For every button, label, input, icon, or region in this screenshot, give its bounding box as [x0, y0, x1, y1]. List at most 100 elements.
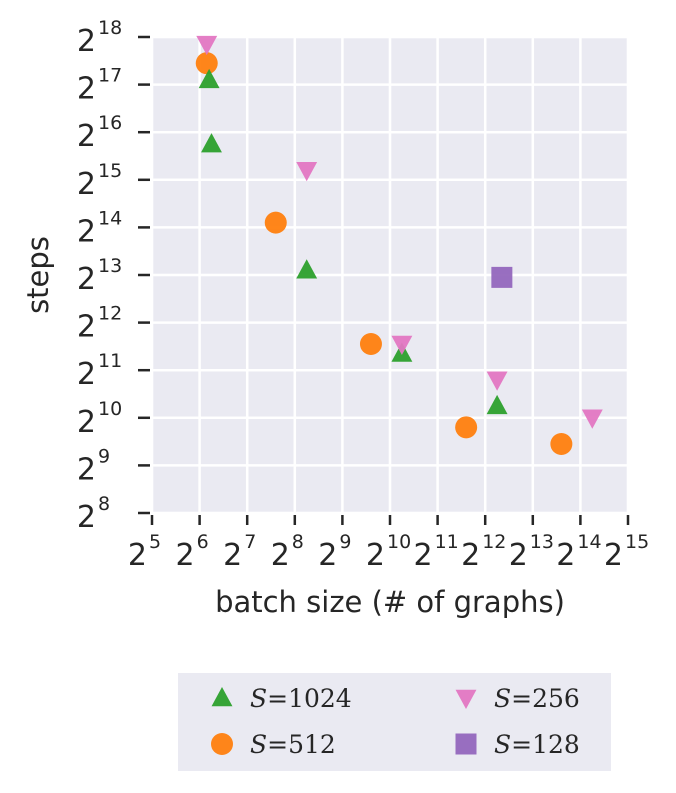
y-tick-base: 2 — [77, 452, 96, 487]
x-tick-base: 2 — [366, 538, 385, 573]
legend-box — [178, 673, 611, 771]
y-tick-base: 2 — [77, 167, 96, 202]
y-tick-exponent: 15 — [98, 160, 122, 182]
legend-label: S=1024 — [250, 684, 352, 713]
x-tick-exponent: 15 — [625, 531, 649, 553]
legend-marker-triangle-down — [455, 689, 477, 709]
y-tick-exponent: 9 — [98, 445, 110, 467]
y-tick-base: 2 — [77, 214, 96, 249]
data-point-triangle-down — [581, 409, 603, 429]
x-tick-base: 2 — [461, 538, 480, 573]
axis-ticks — [138, 35, 630, 525]
data-point-triangle-up — [201, 133, 222, 153]
y-tick-exponent: 11 — [98, 350, 122, 372]
legend-item: S=256 — [455, 684, 580, 713]
x-tick-exponent: 5 — [149, 531, 161, 553]
y-tick-base: 2 — [77, 119, 96, 154]
data-point-triangle-down — [196, 35, 218, 56]
data-point-triangle-down — [486, 371, 508, 391]
x-tick-base: 2 — [556, 538, 575, 573]
legend-marker-circle — [211, 733, 233, 755]
y-tick-label: 2 16 — [77, 112, 122, 154]
x-tick-label: 2 15 — [604, 531, 649, 573]
x-tick-base: 2 — [414, 538, 433, 573]
x-tick-exponent: 6 — [197, 531, 209, 553]
x-tick-exponent: 8 — [292, 531, 304, 553]
legend-label: S=256 — [494, 684, 580, 713]
y-tick-label: 2 11 — [77, 350, 122, 392]
data-point-circle — [359, 333, 382, 356]
y-tick-label: 2 18 — [77, 17, 122, 59]
y-tick-exponent: 12 — [98, 303, 122, 325]
x-tick-labels: 2 5 2 6 2 7 2 8 2 9 2 10 2 11 2 12 2 13 2 14 2 15 — [128, 531, 649, 573]
x-tick-exponent: 9 — [339, 531, 351, 553]
x-tick-label: 2 13 — [509, 531, 554, 573]
x-tick-exponent: 13 — [530, 531, 554, 553]
legend-label: S=128 — [494, 730, 580, 759]
y-tick-base: 2 — [77, 24, 96, 59]
x-tick-base: 2 — [509, 538, 528, 573]
x-tick-base: 2 — [604, 538, 623, 573]
x-tick-exponent: 7 — [244, 531, 256, 553]
x-tick-label: 2 14 — [556, 531, 601, 573]
y-tick-exponent: 18 — [98, 17, 122, 39]
legend-item: S=128 — [455, 730, 580, 759]
y-tick-exponent: 14 — [98, 207, 122, 229]
y-tick-base: 2 — [77, 357, 96, 392]
y-tick-exponent: 16 — [98, 112, 122, 134]
x-tick-base: 2 — [128, 538, 147, 573]
x-axis-title: batch size (# of graphs) — [215, 585, 565, 619]
x-tick-base: 2 — [318, 538, 337, 573]
x-tick-base: 2 — [176, 538, 195, 573]
y-tick-label: 2 10 — [77, 398, 122, 440]
x-tick-base: 2 — [223, 538, 242, 573]
y-tick-exponent: 10 — [98, 398, 122, 420]
x-tick-label: 2 11 — [414, 531, 459, 573]
data-point-triangle-up — [486, 394, 508, 415]
x-tick-base: 2 — [271, 538, 290, 573]
x-tick-exponent: 14 — [577, 531, 601, 553]
y-tick-exponent: 17 — [98, 65, 122, 87]
data-point-square — [491, 266, 513, 288]
legend-marker-square — [455, 733, 477, 755]
y-tick-label: 2 17 — [77, 65, 122, 107]
y-tick-base: 2 — [77, 500, 96, 535]
y-tick-label: 2 13 — [77, 255, 122, 297]
y-tick-exponent: 13 — [98, 255, 122, 277]
data-point-circle — [455, 416, 478, 439]
y-tick-label: 2 14 — [77, 207, 122, 249]
legend: S=1024 S=512 S=256 S=128 — [178, 673, 611, 771]
data-point-circle — [264, 211, 287, 234]
legend-item: S=512 — [211, 730, 336, 759]
data-points — [195, 35, 603, 455]
y-tick-labels: 2 82 92 102 112 122 132 142 152 162 172 18 — [77, 17, 122, 535]
data-point-circle — [550, 432, 573, 455]
x-tick-exponent: 10 — [387, 531, 411, 553]
legend-label: S=512 — [250, 730, 336, 759]
y-axis-title: steps — [21, 236, 55, 314]
data-point-triangle-up — [198, 68, 220, 89]
legend-marker-triangle-up — [211, 687, 233, 707]
legend-item: S=1024 — [211, 684, 352, 713]
y-tick-base: 2 — [77, 405, 96, 440]
y-tick-label: 2 12 — [77, 303, 122, 345]
y-tick-exponent: 8 — [98, 493, 110, 515]
y-tick-base: 2 — [77, 262, 96, 297]
y-tick-base: 2 — [77, 310, 96, 345]
x-tick-exponent: 11 — [435, 531, 459, 553]
data-point-triangle-down — [391, 335, 413, 356]
data-point-circle — [195, 52, 218, 75]
y-tick-base: 2 — [77, 72, 96, 107]
data-point-triangle-up — [296, 259, 318, 279]
x-tick-exponent: 12 — [482, 531, 506, 553]
data-point-triangle-down — [296, 162, 318, 182]
grid-lines — [150, 35, 630, 515]
